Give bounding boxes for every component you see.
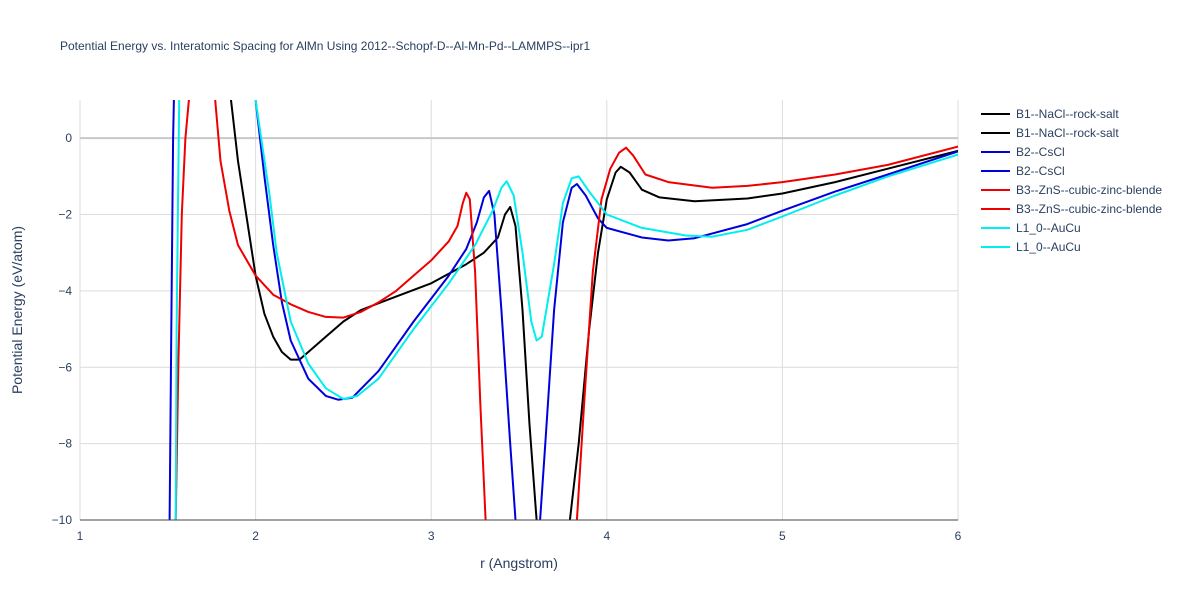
x-tick-label: 4 xyxy=(603,529,610,543)
y-tick-label: −8 xyxy=(58,437,72,451)
legend-item-label: B1--NaCl--rock-salt xyxy=(1016,126,1119,140)
y-tick-label: −4 xyxy=(58,284,72,298)
series-layer xyxy=(168,100,958,520)
grid-layer xyxy=(79,100,959,521)
legend-item-label: B2--CsCl xyxy=(1016,164,1065,178)
series-line-9 xyxy=(254,100,958,400)
series-line-1 xyxy=(568,149,958,520)
legend-item-label: L1_0--AuCu xyxy=(1016,221,1081,235)
legend-item-label: B2--CsCl xyxy=(1016,145,1065,159)
series-line-6 xyxy=(214,100,487,520)
series-line-0 xyxy=(230,100,538,520)
y-tick-label: −2 xyxy=(58,208,72,222)
legend-item-label: L1_0--AuCu xyxy=(1016,240,1081,254)
y-tick-label: −10 xyxy=(52,513,73,527)
legend-item-label: B3--ZnS--cubic-zinc-blende xyxy=(1016,183,1162,197)
tick-label-layer: 1 2 3 4 5 6 0 −2 −4 −6 −8 −10 xyxy=(52,131,962,543)
series-line-7 xyxy=(575,145,958,520)
y-axis-label: Potential Energy (eV/atom) xyxy=(9,226,25,394)
x-tick-label: 5 xyxy=(779,529,786,543)
x-axis-label: r (Angstrom) xyxy=(480,555,558,571)
series-line-5 xyxy=(174,100,190,520)
y-tick-label: −6 xyxy=(58,360,72,374)
legend: B1--NaCl--rock-salt B1--NaCl--rock-salt B2… xyxy=(981,107,1162,254)
x-tick-label: 1 xyxy=(77,529,84,543)
x-tick-label: 3 xyxy=(428,529,435,543)
series-line-4 xyxy=(539,150,958,520)
series-line-8 xyxy=(174,100,181,520)
x-tick-label: 6 xyxy=(955,529,962,543)
legend-item-label: B3--ZnS--cubic-zinc-blende xyxy=(1016,202,1162,216)
y-tick-label: 0 xyxy=(65,131,72,145)
x-tick-label: 2 xyxy=(252,529,259,543)
series-line-2 xyxy=(168,100,175,520)
legend-item-label: B1--NaCl--rock-salt xyxy=(1016,107,1119,121)
chart-title: Potential Energy vs. Interatomic Spacing… xyxy=(60,39,591,53)
